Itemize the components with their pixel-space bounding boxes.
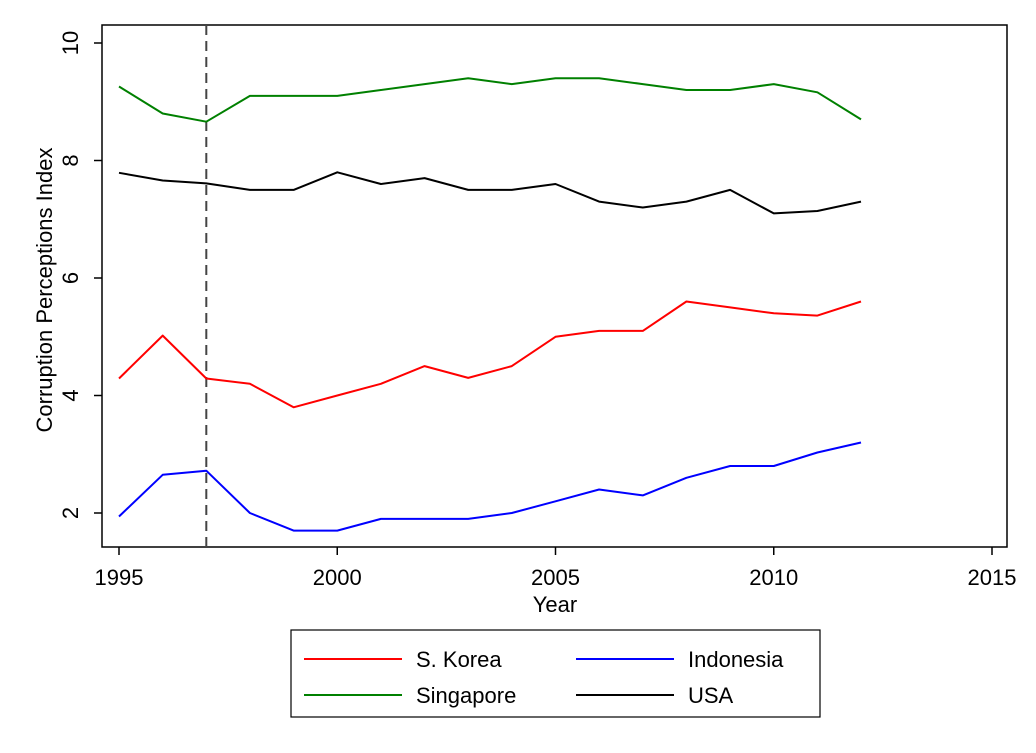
x-tick-label: 2000 — [313, 565, 362, 590]
x-tick-label: 2015 — [968, 565, 1017, 590]
legend: S. Korea Indonesia Singapore USA — [290, 629, 821, 718]
plot-frame — [101, 24, 1008, 548]
legend-label: USA — [688, 683, 734, 708]
legend-item-singapore: Singapore — [304, 683, 516, 708]
axis-layer: 1995 2000 2005 2010 2015 2 4 6 8 10 — [58, 31, 1016, 590]
legend-label: S. Korea — [416, 647, 502, 672]
y-tick-label: 4 — [58, 389, 83, 401]
series-line-s-korea — [118, 300, 862, 409]
legend-label: Singapore — [416, 683, 516, 708]
x-tick-label: 2010 — [749, 565, 798, 590]
x-tick-label: 1995 — [95, 565, 144, 590]
legend-item-usa: USA — [576, 683, 734, 708]
plot-area — [101, 24, 1008, 548]
series-line-indonesia — [118, 441, 862, 532]
legend-item-indonesia: Indonesia — [576, 647, 784, 672]
legend-box — [290, 629, 821, 718]
series-layer — [118, 77, 862, 532]
y-tick-label: 8 — [58, 154, 83, 166]
legend-item-s-korea: S. Korea — [304, 647, 502, 672]
y-axis-title: Corruption Perceptions Index — [32, 148, 57, 433]
y-tick-label: 6 — [58, 272, 83, 284]
y-tick-label: 10 — [58, 31, 83, 55]
y-tick-label: 2 — [58, 507, 83, 519]
series-line-usa — [118, 171, 862, 215]
series-line-singapore — [118, 77, 862, 123]
x-tick-label: 2005 — [531, 565, 580, 590]
x-axis-title: Year — [533, 592, 577, 617]
legend-label: Indonesia — [688, 647, 784, 672]
